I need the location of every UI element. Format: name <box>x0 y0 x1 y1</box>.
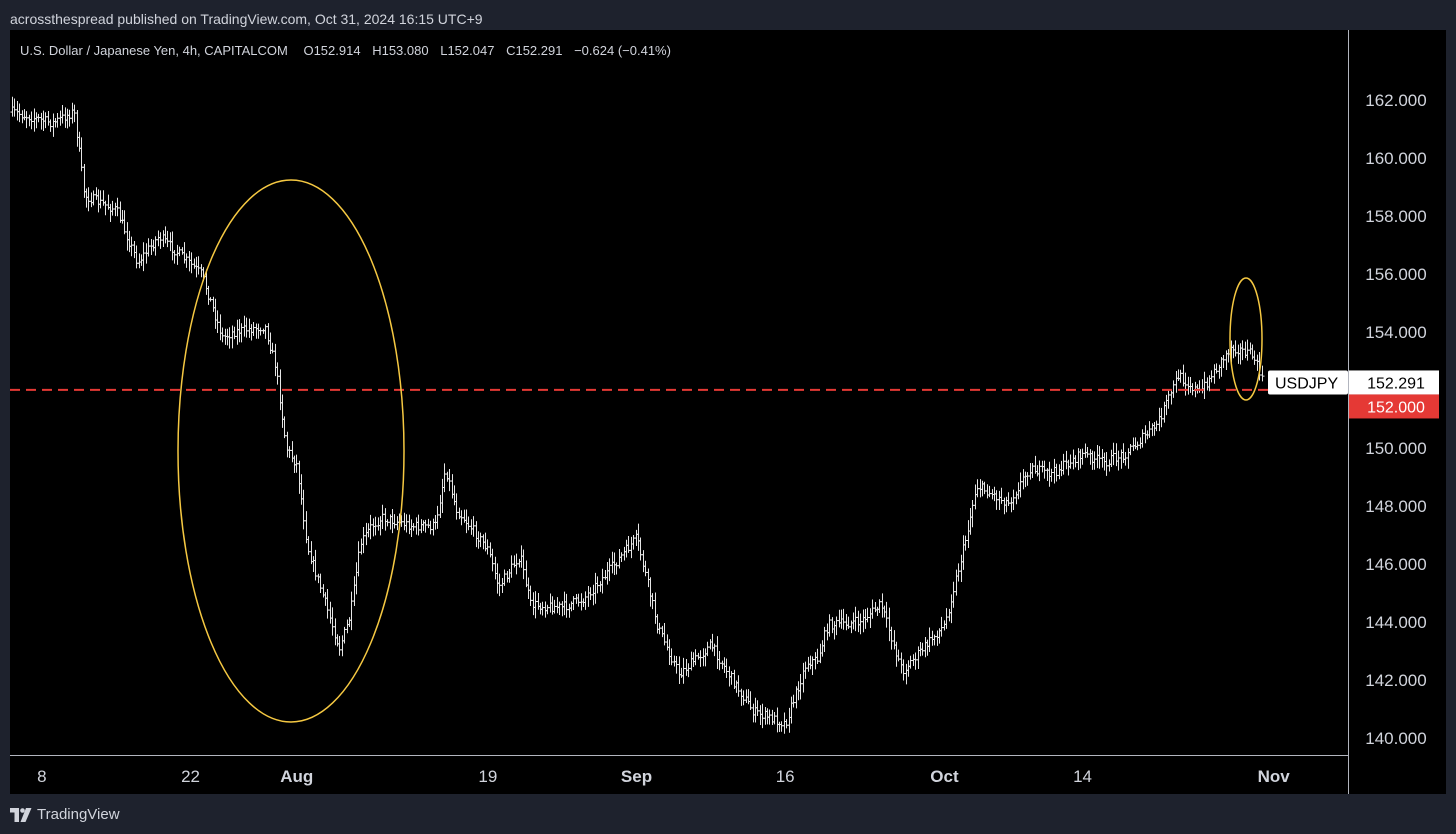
tradingview-icon <box>10 807 32 822</box>
annotation-ellipse-latest <box>1229 277 1263 401</box>
time-tick-label: 16 <box>776 767 795 786</box>
publisher-bar: acrossthespread published on TradingView… <box>0 0 1456 30</box>
time-tick-label: Oct <box>930 767 959 786</box>
time-tick-label: 19 <box>478 767 497 786</box>
price-tick-label: 156.000 <box>1365 265 1426 284</box>
price-chart[interactable]: 140.000 142.000 144.000 146.000 148.000 150.0… <box>10 30 1446 794</box>
price-tick-label: 144.000 <box>1365 613 1426 632</box>
price-tick-label: 150.000 <box>1365 439 1426 458</box>
publisher-text: acrossthespread published on TradingView… <box>10 11 483 27</box>
price-tick-label: 146.000 <box>1365 555 1426 574</box>
time-tick-label: 22 <box>181 767 200 786</box>
price-tick-label: 142.000 <box>1365 671 1426 690</box>
time-tick-label: Nov <box>1258 767 1291 786</box>
symbol-label-text: USDJPY <box>1275 375 1338 392</box>
change-readout: −0.624 (−0.41%) <box>574 43 671 58</box>
price-tick-label: 148.000 <box>1365 497 1426 516</box>
price-tick-label: 162.000 <box>1365 91 1426 110</box>
price-tick-label: 158.000 <box>1365 207 1426 226</box>
price-tick-label: 160.000 <box>1365 149 1426 168</box>
chart-frame[interactable]: 140.000 142.000 144.000 146.000 148.000 150.0… <box>10 30 1446 794</box>
symbol-label-box <box>1268 370 1348 395</box>
ohlc-bars <box>10 96 1265 734</box>
price-axis[interactable]: 140.000 142.000 144.000 146.000 148.000 150.0… <box>1365 91 1426 748</box>
price-tick-label: 140.000 <box>1365 729 1426 748</box>
time-tick-label: Aug <box>280 767 313 786</box>
level-price-text: 152.000 <box>1367 399 1425 416</box>
annotation-ellipse-aug-drop <box>177 179 405 723</box>
tradingview-logo[interactable]: TradingView <box>10 806 120 823</box>
level-price-box <box>1349 394 1439 419</box>
close-readout: C152.291 <box>506 43 562 58</box>
last-price-box <box>1349 370 1439 395</box>
open-readout: O152.914 <box>303 43 360 58</box>
low-readout: L152.047 <box>440 43 494 58</box>
price-tick-label: 154.000 <box>1365 323 1426 342</box>
time-tick-label: Sep <box>621 767 652 786</box>
time-axis[interactable]: 8 22 Aug 19 Sep 16 Oct 14 Nov <box>37 767 1290 786</box>
symbol-price-label: USDJPY 152.291 152.000 <box>1268 370 1439 419</box>
time-tick-label: 14 <box>1073 767 1092 786</box>
time-tick-label: 8 <box>37 767 46 786</box>
last-price-text: 152.291 <box>1367 375 1425 392</box>
high-readout: H153.080 <box>372 43 428 58</box>
footer-bar: TradingView <box>0 794 1456 834</box>
chart-legend: U.S. Dollar / Japanese Yen, 4h, CAPITALC… <box>20 43 671 58</box>
chart-title: U.S. Dollar / Japanese Yen, 4h, CAPITALC… <box>20 43 288 58</box>
brand-name: TradingView <box>37 806 120 823</box>
